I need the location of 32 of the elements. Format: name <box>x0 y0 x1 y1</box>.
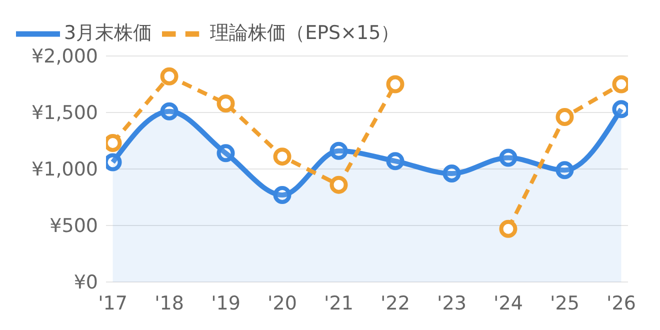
x-tick-label: '26 <box>606 292 636 314</box>
point <box>216 94 235 112</box>
point <box>330 142 348 160</box>
x-tick-label: '24 <box>494 292 523 314</box>
y-tick-label: ¥1,000 <box>32 158 98 181</box>
y-tick-label: ¥2,000 <box>32 46 98 68</box>
point <box>556 108 574 126</box>
x-tick-label: '21 <box>324 292 354 314</box>
legend-label: 3月末株価 <box>64 22 152 44</box>
x-tick-label: '22 <box>380 292 410 314</box>
point <box>386 152 404 170</box>
point <box>273 186 292 204</box>
y-tick-label: ¥1,500 <box>32 102 98 124</box>
point <box>273 148 292 166</box>
point <box>160 102 178 120</box>
y-tick-label: ¥500 <box>50 215 98 238</box>
point <box>499 148 518 167</box>
y-tick-label: ¥0 <box>74 272 98 294</box>
point <box>499 220 518 238</box>
x-tick-label: '18 <box>154 292 184 314</box>
x-tick-label: '20 <box>268 292 297 314</box>
x-tick-label: '25 <box>550 292 580 314</box>
point <box>386 75 404 94</box>
point <box>216 144 235 162</box>
point <box>160 67 178 86</box>
x-tick-label: '19 <box>211 292 240 314</box>
legend-label: 理論株価（EPS×15） <box>210 22 400 44</box>
point <box>330 176 348 194</box>
x-tick-label: '23 <box>437 292 466 314</box>
point <box>556 161 574 180</box>
x-tick-label: '17 <box>98 292 128 314</box>
point <box>442 164 461 183</box>
